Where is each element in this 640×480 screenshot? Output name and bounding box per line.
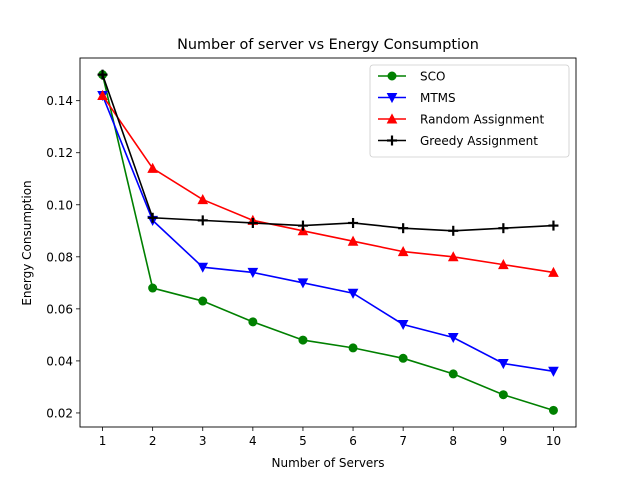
- x-tick-label: 4: [249, 434, 257, 448]
- y-tick-label: 0.02: [46, 406, 73, 420]
- data-point-sco: [248, 317, 258, 327]
- series-sco: [98, 70, 558, 415]
- y-tick-label: 0.14: [46, 94, 73, 108]
- x-tick-label: 2: [149, 434, 157, 448]
- x-axis-label: Number of Servers: [271, 456, 384, 470]
- data-point-random-assignment: [147, 162, 158, 173]
- legend-marker: [387, 135, 397, 146]
- series-line-mtms: [101, 95, 554, 373]
- x-axis: 1 2 3 4 5 6 7 8 9 10: [99, 427, 561, 448]
- x-tick-label: 10: [546, 434, 561, 448]
- data-point-mtms: [397, 319, 409, 331]
- data-point-mtms: [347, 288, 359, 299]
- axes-frame: [79, 57, 577, 428]
- legend-label: Greedy Assignment: [420, 134, 538, 148]
- data-point-greedy-assignment: [247, 217, 258, 228]
- data-point-mtms: [498, 359, 509, 370]
- data-point-greedy-assignment: [147, 212, 158, 223]
- legend-entry-greedy-assignment: Greedy Assignment: [378, 134, 538, 148]
- data-point-sco: [198, 296, 208, 306]
- data-point-mtms: [297, 278, 309, 289]
- data-point-sco: [548, 405, 558, 415]
- x-tick-label: 7: [399, 434, 407, 448]
- x-tick-label: 9: [500, 434, 508, 448]
- data-point-random-assignment: [498, 259, 509, 270]
- data-point-random-assignment: [447, 251, 459, 262]
- data-point-random-assignment: [397, 246, 409, 257]
- chart-title: Number of server vs Energy Consumption: [177, 37, 479, 53]
- y-tick-label: 0.04: [46, 354, 73, 368]
- data-point-greedy-assignment: [498, 223, 509, 234]
- data-point-greedy-assignment: [348, 217, 359, 228]
- legend-marker: [386, 93, 398, 104]
- data-point-greedy-assignment: [297, 220, 308, 231]
- data-point-greedy-assignment: [197, 215, 208, 226]
- data-point-random-assignment: [347, 235, 359, 246]
- data-point-mtms: [247, 267, 259, 278]
- data-point-mtms: [548, 366, 559, 377]
- legend-marker: [387, 71, 397, 81]
- y-axis-label: Energy Consumption: [20, 180, 34, 305]
- data-point-sco: [348, 343, 358, 353]
- data-point-greedy-assignment: [398, 223, 409, 234]
- x-tick-label: 6: [349, 434, 357, 448]
- data-point-mtms: [447, 332, 459, 344]
- data-point-greedy-assignment: [548, 220, 559, 231]
- data-point-sco: [498, 390, 508, 400]
- y-tick-label: 0.12: [46, 146, 73, 160]
- legend-label: MTMS: [420, 91, 456, 105]
- legend-box: [369, 64, 570, 158]
- legend-entry-random-assignment: Random Assignment: [378, 113, 544, 127]
- legend-entry-mtms: MTMS: [378, 91, 456, 105]
- y-tick-label: 0.08: [46, 250, 73, 264]
- series-greedy-assignment: [97, 69, 559, 236]
- data-point-mtms: [197, 262, 209, 273]
- data-point-sco: [448, 369, 458, 379]
- data-point-sco: [298, 335, 308, 345]
- y-tick-label: 0.10: [46, 198, 73, 212]
- y-tick-label: 0.06: [46, 302, 73, 316]
- data-point-sco: [148, 283, 158, 293]
- series-line-greedy-assignment: [101, 74, 554, 232]
- data-point-random-assignment: [197, 193, 209, 205]
- x-tick-label: 8: [449, 434, 457, 448]
- legend-label: Random Assignment: [420, 113, 544, 127]
- data-point-random-assignment: [97, 89, 108, 100]
- data-point-greedy-assignment: [97, 69, 108, 80]
- y-axis: 0.02 0.04 0.06 0.08 0.10 0.12 0.14: [46, 94, 80, 420]
- legend: SCO MTMS Random Assignment Greedy Assignmen…: [369, 64, 570, 158]
- legend-label: SCO: [420, 70, 445, 84]
- x-tick-label: 3: [199, 434, 207, 448]
- x-tick-label: 5: [299, 434, 307, 448]
- data-point-sco: [398, 353, 408, 363]
- series-line-sco: [101, 74, 554, 412]
- data-point-random-assignment: [548, 266, 559, 277]
- legend-marker: [386, 113, 398, 124]
- series-mtms: [97, 90, 559, 377]
- x-tick-label: 1: [99, 434, 107, 448]
- series-line-random-assignment: [101, 95, 554, 274]
- data-point-greedy-assignment: [448, 225, 459, 236]
- legend-entry-sco: SCO: [378, 70, 445, 84]
- plot-area: [97, 69, 559, 415]
